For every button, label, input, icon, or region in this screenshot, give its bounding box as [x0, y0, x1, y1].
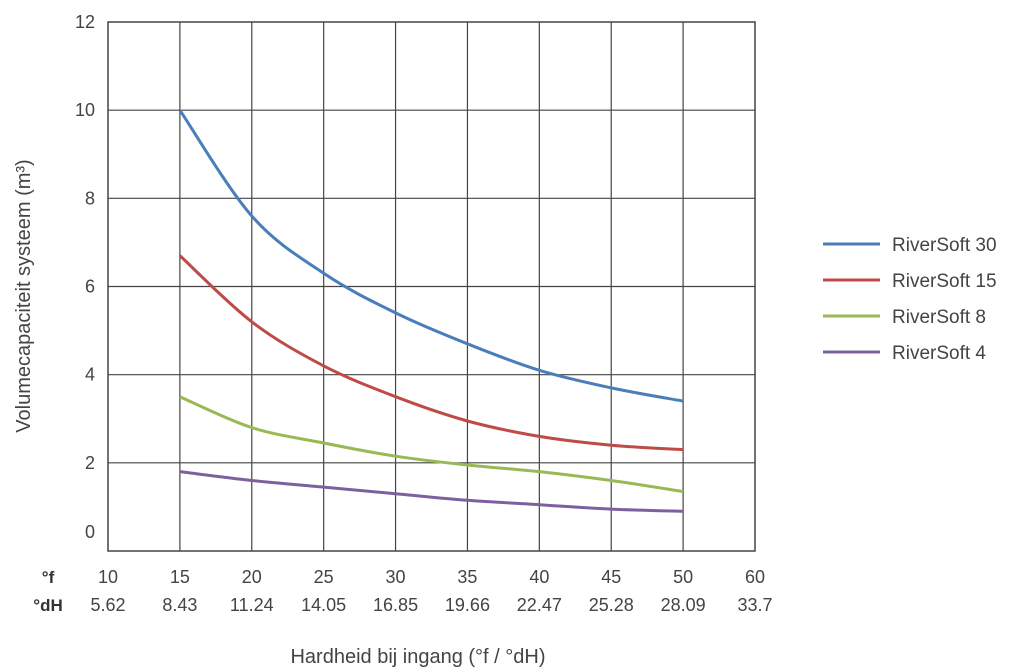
y-axis-label: Volumecapaciteit systeem (m³) — [13, 159, 35, 432]
x-tick-label-dh: 22.47 — [517, 595, 562, 615]
x-axis-label: Hardheid bij ingang (°f / °dH) — [290, 646, 545, 668]
x-tick-label-f: 15 — [170, 567, 190, 587]
y-tick-label: 10 — [75, 100, 95, 120]
x-tick-label-dh: 8.43 — [162, 595, 197, 615]
x-tick-label-f: 60 — [745, 567, 765, 587]
x-tick-label-f: 40 — [529, 567, 549, 587]
legend-label: RiverSoft 4 — [892, 343, 986, 364]
x-tick-label-f: 35 — [457, 567, 477, 587]
x-tick-label-dh: 5.62 — [90, 595, 125, 615]
x-tick-label-dh: 14.05 — [301, 595, 346, 615]
series-line-1 — [178, 254, 684, 452]
x-tick-label-dh: 16.85 — [373, 595, 418, 615]
x-tick-label-f: 50 — [673, 567, 693, 587]
y-tick-label: 0 — [85, 522, 95, 542]
y-tick-labels: 0 2 4 6 8 10 12 — [75, 12, 95, 542]
x-tick-label-f: 45 — [601, 567, 621, 587]
legend-label: RiverSoft 8 — [892, 307, 986, 328]
y-tick-label: 2 — [85, 453, 95, 473]
x-row-label-dh: °dH — [33, 596, 62, 615]
legend: RiverSoft 30 RiverSoft 15 RiverSoft 8 River… — [823, 235, 997, 364]
y-tick-label: 12 — [75, 12, 95, 32]
series-line-0 — [178, 109, 684, 403]
x-tick-label-dh: 11.24 — [230, 595, 274, 615]
x-tick-label-f: 10 — [98, 567, 118, 587]
x-tick-label-dh: 33.7 — [737, 595, 772, 615]
series-line-3 — [179, 470, 684, 513]
x-tick-label-dh: 25.28 — [589, 595, 634, 615]
x-tick-label-dh: 19.66 — [445, 595, 490, 615]
x-tick-label-f: 20 — [242, 567, 262, 587]
x-tick-label-dh: 28.09 — [661, 595, 706, 615]
x-tick-label-f: 25 — [314, 567, 334, 587]
legend-label: RiverSoft 30 — [892, 235, 997, 256]
legend-label: RiverSoft 15 — [892, 271, 997, 292]
grid — [107, 21, 756, 552]
series-line-2 — [179, 395, 684, 493]
x-tick-labels: °f °dH 10 15 20 25 30 35 40 45 50 60 5.62 8.43 11.24 14… — [33, 567, 772, 615]
y-tick-label: 4 — [85, 365, 95, 385]
y-tick-label: 8 — [85, 188, 95, 208]
x-row-label-f: °f — [42, 568, 55, 587]
series-lines — [178, 109, 684, 513]
x-tick-label-f: 30 — [386, 567, 406, 587]
y-tick-label: 6 — [85, 277, 95, 297]
